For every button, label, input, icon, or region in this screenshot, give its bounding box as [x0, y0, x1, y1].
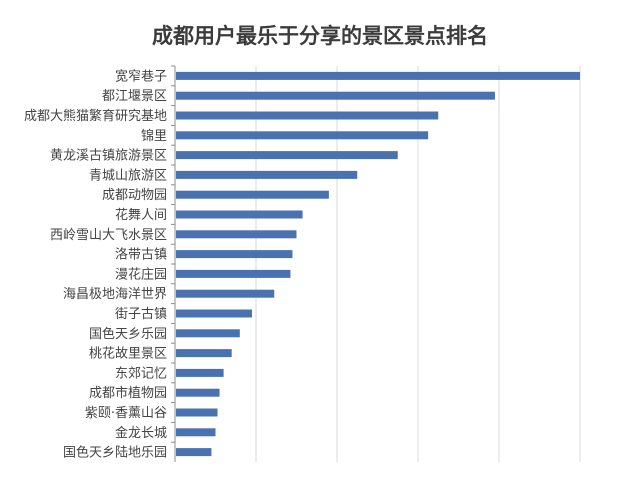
bar: [176, 92, 495, 100]
bar: [176, 329, 240, 337]
category-label: 都江堰景区: [102, 89, 167, 104]
category-label: 国色天乡陆地乐园: [63, 445, 167, 461]
bar: [176, 131, 428, 139]
category-label: 洛带古镇: [115, 248, 167, 263]
bar: [176, 428, 216, 436]
bar: [176, 448, 211, 456]
category-label: 锦里: [141, 129, 167, 144]
category-label: 金龙长城: [115, 425, 167, 441]
bar: [176, 230, 297, 238]
category-label: 成都动物园: [102, 188, 167, 203]
bar: [176, 72, 580, 80]
category-label: 海昌极地海洋世界: [63, 287, 167, 302]
category-label: 成都市植物园: [89, 385, 167, 401]
category-label: 成都大熊猫繁育研究基地: [24, 108, 167, 124]
category-label: 东郊记忆: [115, 365, 167, 381]
category-label: 花舞人间: [115, 207, 167, 223]
category-label: 街子古镇: [115, 307, 167, 322]
category-label: 西岭雪山大飞水景区: [50, 228, 167, 243]
bar: [176, 409, 218, 417]
category-label: 漫花庄园: [115, 266, 167, 282]
category-label: 桃花故里景区: [89, 346, 167, 362]
category-label: 黄龙溪古镇旅游景区: [50, 149, 167, 164]
bar: [176, 310, 252, 318]
category-label: 国色天乡乐园: [89, 326, 167, 342]
category-label: 紫颐·香薰山谷: [85, 406, 167, 421]
bar: [176, 171, 357, 179]
bar: [176, 349, 232, 357]
bar: [176, 211, 303, 219]
bar: [176, 191, 329, 199]
bar: [176, 369, 224, 377]
bar: [176, 250, 292, 258]
bar: [176, 389, 220, 397]
category-label: 宽窄巷子: [115, 68, 167, 84]
bar: [176, 151, 398, 159]
bar: [176, 270, 290, 278]
bar: [176, 112, 438, 120]
category-label: 青城山旅游区: [89, 168, 167, 183]
bar: [176, 290, 274, 298]
